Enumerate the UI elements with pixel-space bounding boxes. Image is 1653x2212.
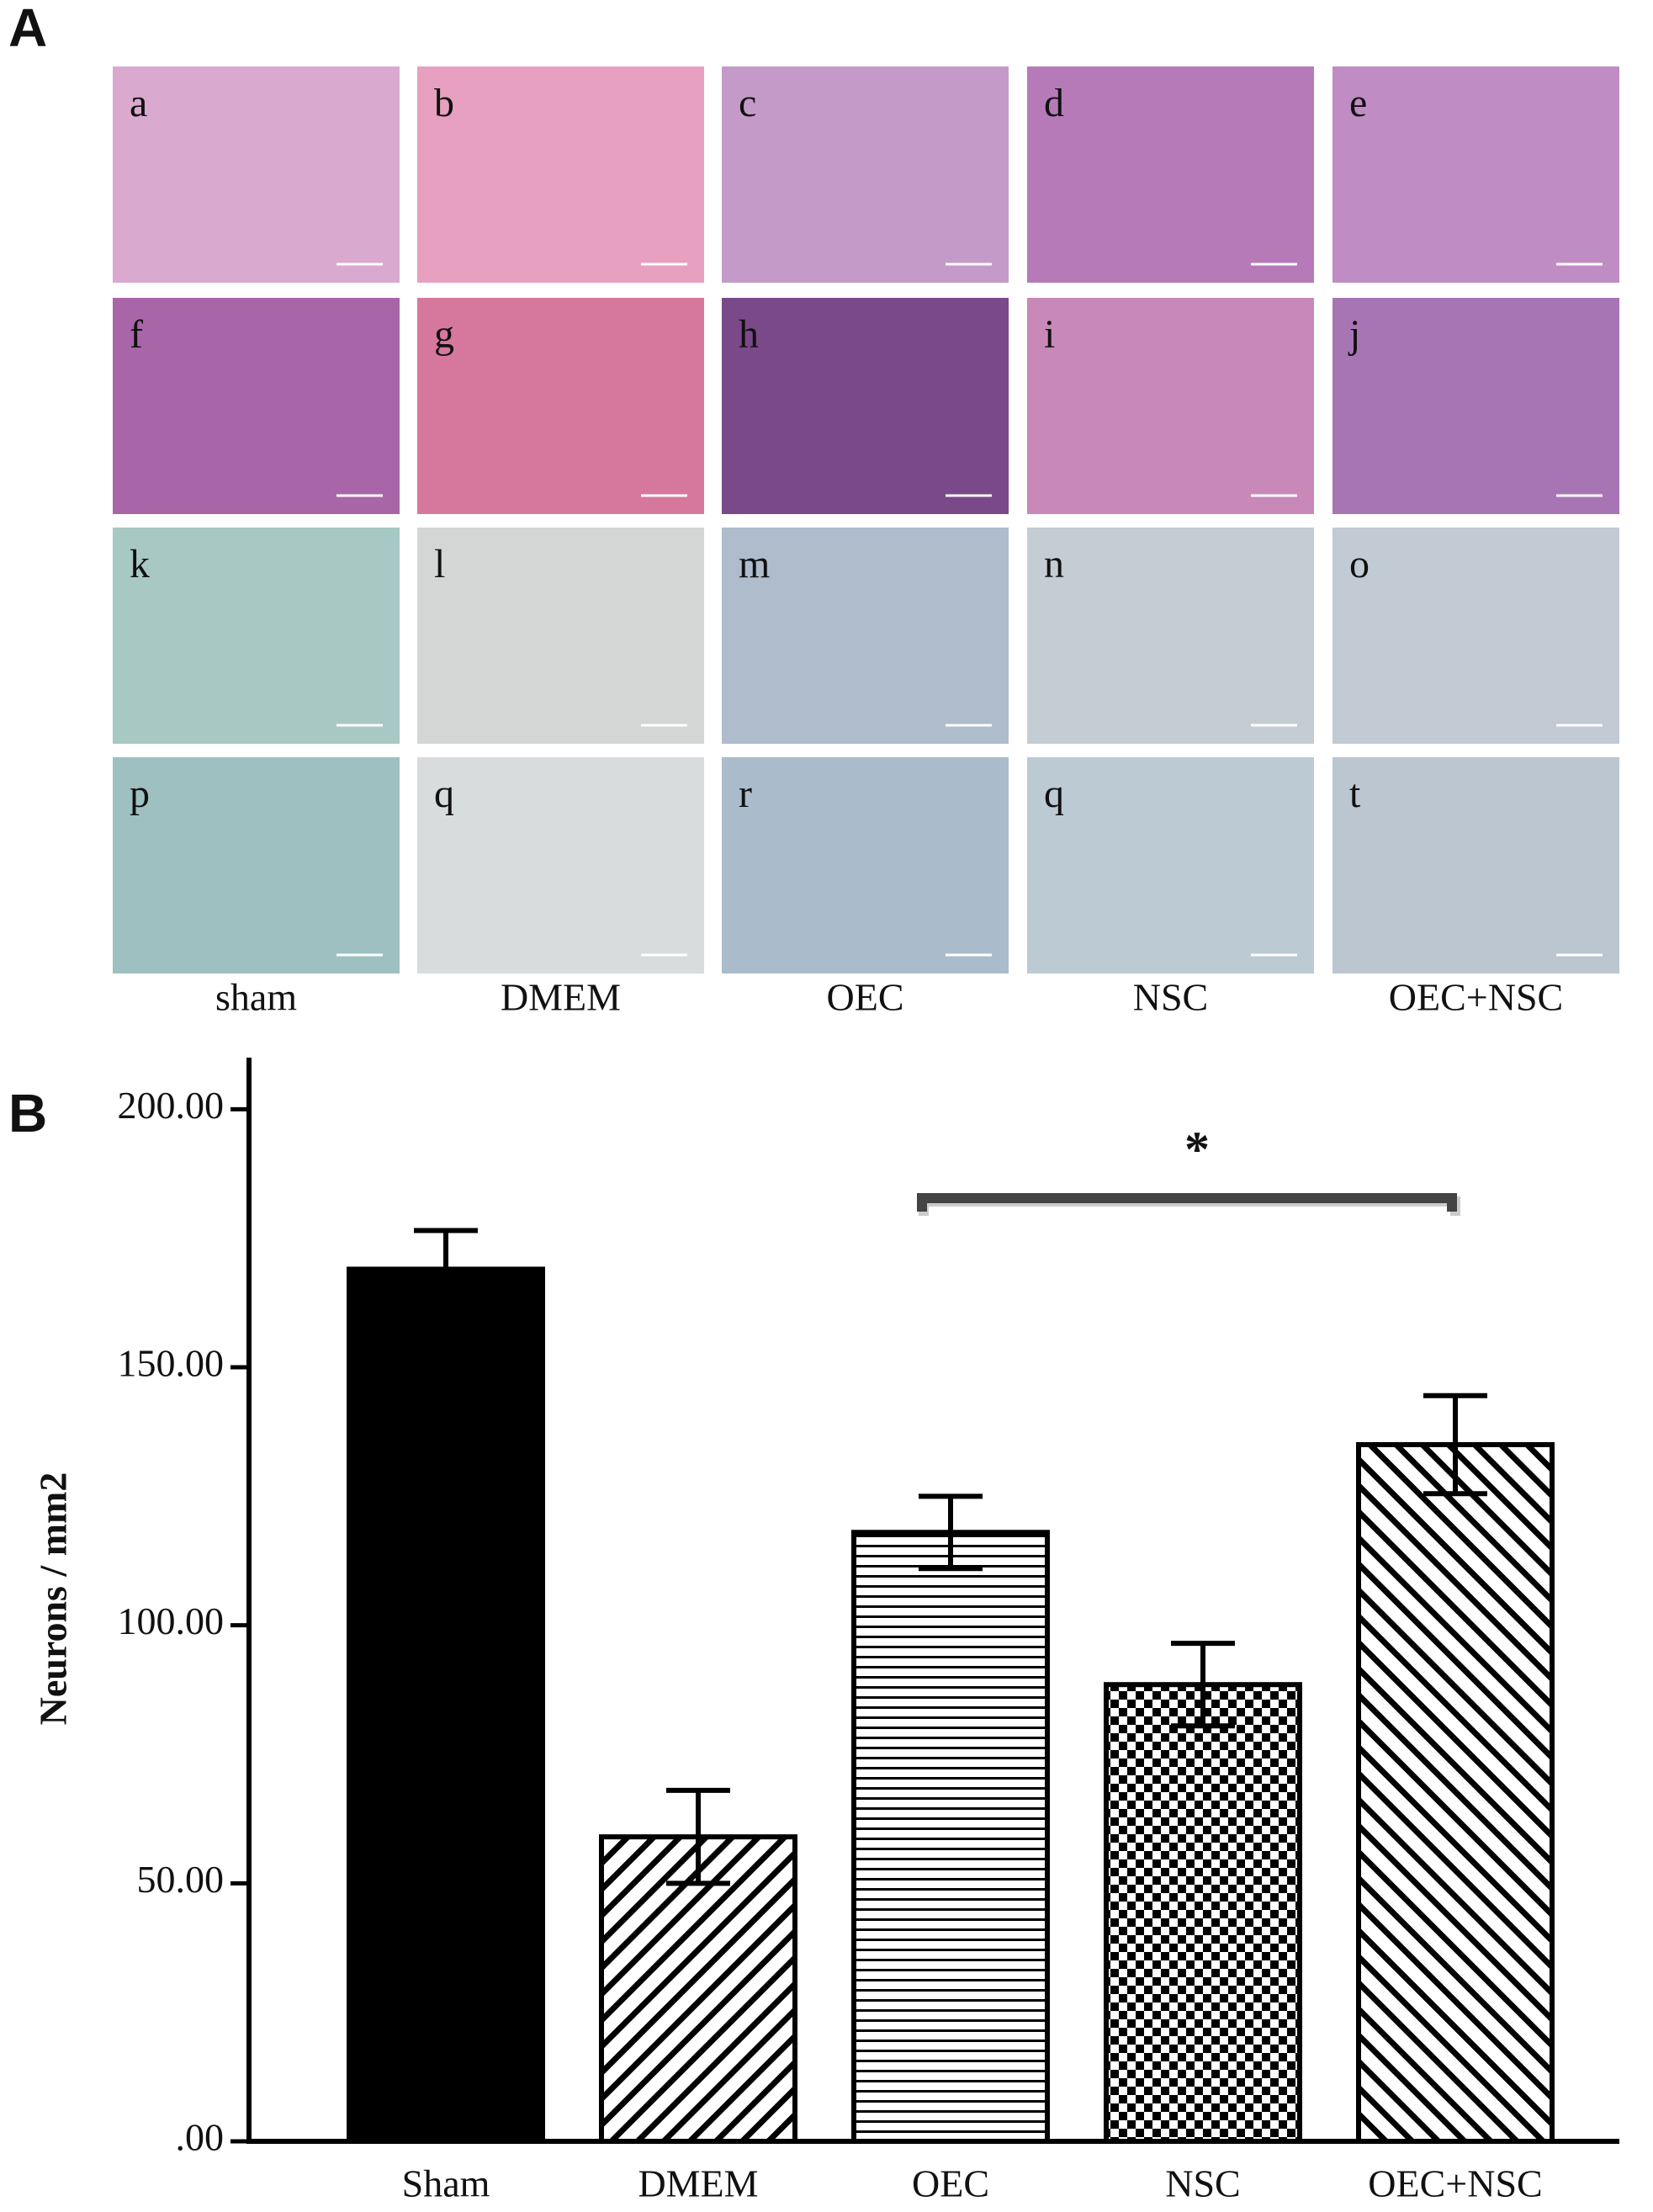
y-axis-label: Neurons / mm2	[32, 1472, 75, 1726]
bar	[1104, 1682, 1302, 2144]
bracket	[917, 1193, 1457, 1212]
column-label: OEC	[827, 976, 904, 1019]
micrograph	[1332, 298, 1619, 514]
tile-label: k	[130, 542, 150, 586]
bar	[347, 1266, 545, 2144]
error-bar	[1171, 1641, 1235, 1729]
micrograph	[722, 528, 1009, 744]
x-tick-label: OEC+NSC	[1368, 2162, 1542, 2205]
bar	[851, 1530, 1050, 2145]
x-tick-label: Sham	[402, 2162, 490, 2205]
micrograph	[113, 298, 400, 514]
tile-label: q	[434, 772, 454, 816]
tile-label: j	[1348, 312, 1360, 357]
column-label: sham	[215, 976, 297, 1019]
micrograph	[1027, 66, 1314, 283]
tile-label: c	[739, 81, 756, 125]
tile-label: b	[434, 81, 454, 125]
panel-label: A	[8, 0, 47, 58]
micrograph	[417, 66, 704, 283]
bracket-shadow	[919, 1196, 1460, 1216]
y-tick-label: 200.00	[118, 1084, 225, 1127]
micrograph	[113, 528, 400, 744]
tile-label: n	[1044, 542, 1064, 586]
column-label: NSC	[1133, 976, 1208, 1019]
tile-label: i	[1044, 312, 1055, 357]
micrograph	[417, 298, 704, 514]
y-tick-label: 100.00	[118, 1599, 225, 1642]
error-bar	[1423, 1392, 1487, 1497]
tile-label: g	[434, 312, 454, 357]
micrograph	[1027, 757, 1314, 973]
error-bar	[666, 1787, 730, 1886]
bar	[1356, 1442, 1555, 2144]
tile-label: a	[130, 81, 147, 125]
tile-label: o	[1349, 542, 1370, 586]
micrograph	[1332, 66, 1619, 283]
tile-label: m	[739, 542, 770, 586]
annotation: *	[1184, 1122, 1210, 1177]
micrograph	[417, 757, 704, 973]
micrograph	[722, 298, 1009, 514]
error-bar	[414, 1228, 478, 1311]
micrograph	[1027, 528, 1314, 744]
y-tick-label: 150.00	[118, 1342, 225, 1385]
micrograph	[417, 528, 704, 744]
tile-label: d	[1044, 81, 1064, 125]
tile-label: e	[1349, 81, 1367, 125]
tile-label: l	[434, 542, 445, 586]
micrograph	[1027, 298, 1314, 514]
y-tick-label: .00	[176, 2116, 225, 2159]
x-tick-label: OEC	[912, 2162, 989, 2205]
tile-label: f	[130, 312, 143, 357]
micrograph	[1332, 757, 1619, 973]
y-tick-label: 50.00	[137, 1858, 225, 1901]
x-tick-label: NSC	[1165, 2162, 1240, 2205]
micrograph	[113, 66, 400, 283]
micrograph	[1332, 528, 1619, 744]
tile-label: p	[130, 772, 150, 816]
column-label: OEC+NSC	[1389, 976, 1563, 1019]
x-tick-label: DMEM	[638, 2162, 758, 2205]
micrograph	[722, 757, 1009, 973]
micrograph	[722, 66, 1009, 283]
error-bar	[919, 1493, 983, 1572]
column-label: DMEM	[501, 976, 621, 1019]
tile-label: r	[739, 772, 752, 816]
panel-label: B	[8, 1083, 47, 1143]
micrograph	[113, 757, 400, 973]
tile-label: h	[739, 312, 759, 357]
tile-label: q	[1044, 772, 1064, 816]
tile-label: t	[1349, 772, 1361, 816]
